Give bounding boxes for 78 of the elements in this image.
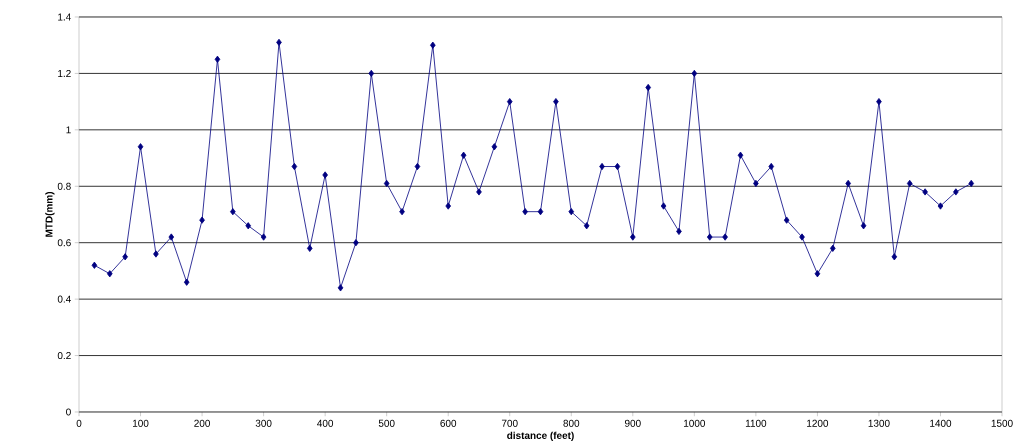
x-tick-label: 100 xyxy=(133,419,149,427)
point xyxy=(814,270,821,278)
x-tick-label: 1000 xyxy=(684,419,706,427)
point xyxy=(845,179,851,187)
point xyxy=(137,143,144,151)
point xyxy=(830,244,836,252)
point xyxy=(306,244,313,252)
y-tick-label: 0.6 xyxy=(57,239,71,247)
point xyxy=(260,233,267,241)
point xyxy=(922,188,928,196)
point xyxy=(537,207,544,216)
point xyxy=(568,207,575,216)
point xyxy=(106,270,113,278)
point xyxy=(291,162,298,170)
point xyxy=(368,69,375,77)
point xyxy=(753,179,759,187)
point xyxy=(445,202,451,210)
point xyxy=(199,216,205,224)
x-tick-label: 500 xyxy=(378,419,395,427)
x-axis-title: distance (feet) xyxy=(507,431,574,441)
x-tick-label: 1100 xyxy=(745,419,767,427)
point xyxy=(153,250,159,258)
point xyxy=(168,233,175,241)
point xyxy=(660,202,667,210)
point xyxy=(91,261,98,269)
y-tick-label: 0.8 xyxy=(57,182,71,190)
point xyxy=(183,278,190,286)
point xyxy=(645,83,651,91)
x-tick-label: 0 xyxy=(76,419,82,427)
x-tick-label: 200 xyxy=(194,419,210,427)
x-tick-label: 900 xyxy=(624,419,641,427)
point xyxy=(460,151,467,159)
x-tick-label: 800 xyxy=(563,419,580,427)
point xyxy=(706,233,713,241)
x-tick-label: 1500 xyxy=(991,419,1013,427)
point xyxy=(768,162,775,170)
point xyxy=(414,162,421,170)
point xyxy=(968,179,975,187)
point xyxy=(676,227,682,235)
point xyxy=(599,162,605,170)
y-axis-title: MTD(mm) xyxy=(45,191,55,237)
y-tick-label: 1 xyxy=(66,126,71,134)
x-tick-label: 700 xyxy=(501,419,518,427)
point xyxy=(691,69,698,77)
point xyxy=(276,38,282,46)
point xyxy=(783,216,790,224)
x-tick-label: 300 xyxy=(255,419,272,427)
point xyxy=(614,162,621,170)
point xyxy=(630,233,636,241)
point xyxy=(799,233,805,241)
point xyxy=(214,55,221,63)
y-tick-label: 0.4 xyxy=(57,295,71,303)
point xyxy=(906,179,913,187)
point xyxy=(891,253,898,261)
point xyxy=(491,143,498,151)
x-tick-label: 600 xyxy=(440,419,457,427)
point xyxy=(860,222,867,230)
point xyxy=(737,151,744,159)
y-tick-label: 1.2 xyxy=(58,69,71,77)
x-tick-label: 1400 xyxy=(930,419,952,427)
point xyxy=(245,222,252,230)
point xyxy=(506,97,513,106)
point xyxy=(383,179,390,187)
point xyxy=(476,188,482,196)
point xyxy=(937,202,944,210)
point xyxy=(322,171,328,179)
x-tick-label: 400 xyxy=(317,419,334,427)
point xyxy=(722,233,728,241)
x-tick-label: 1300 xyxy=(868,419,890,427)
point xyxy=(122,253,128,261)
x-tick-label: 1200 xyxy=(807,419,829,427)
point xyxy=(337,284,344,292)
point xyxy=(583,222,590,230)
y-tick-label: 0 xyxy=(66,408,71,416)
y-tick-label: 0.2 xyxy=(57,351,71,359)
y-tick-label: 1.4 xyxy=(58,13,71,21)
point xyxy=(430,41,436,49)
point xyxy=(953,188,959,196)
